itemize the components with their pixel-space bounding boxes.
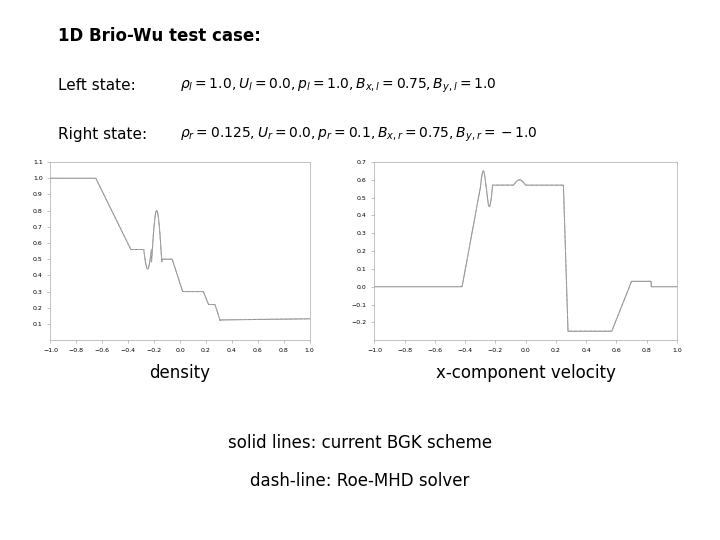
Text: $\rho_r = 0.125, U_r = 0.0, p_r = 0.1, B_{x,r} = 0.75, B_{y,r} = -1.0$: $\rho_r = 0.125, U_r = 0.0, p_r = 0.1, B…: [180, 125, 538, 144]
Text: Right state:: Right state:: [58, 127, 147, 142]
Text: density: density: [150, 364, 210, 382]
Text: 1D Brio-Wu test case:: 1D Brio-Wu test case:: [58, 27, 261, 45]
Text: solid lines: current BGK scheme: solid lines: current BGK scheme: [228, 434, 492, 452]
Text: dash-line: Roe-MHD solver: dash-line: Roe-MHD solver: [251, 471, 469, 490]
Text: $\rho_l = 1.0, U_l = 0.0, p_l = 1.0, B_{x,l} = 0.75, B_{y,l} = 1.0$: $\rho_l = 1.0, U_l = 0.0, p_l = 1.0, B_{…: [180, 77, 496, 95]
Text: x-component velocity: x-component velocity: [436, 364, 616, 382]
Text: Left state:: Left state:: [58, 78, 135, 93]
